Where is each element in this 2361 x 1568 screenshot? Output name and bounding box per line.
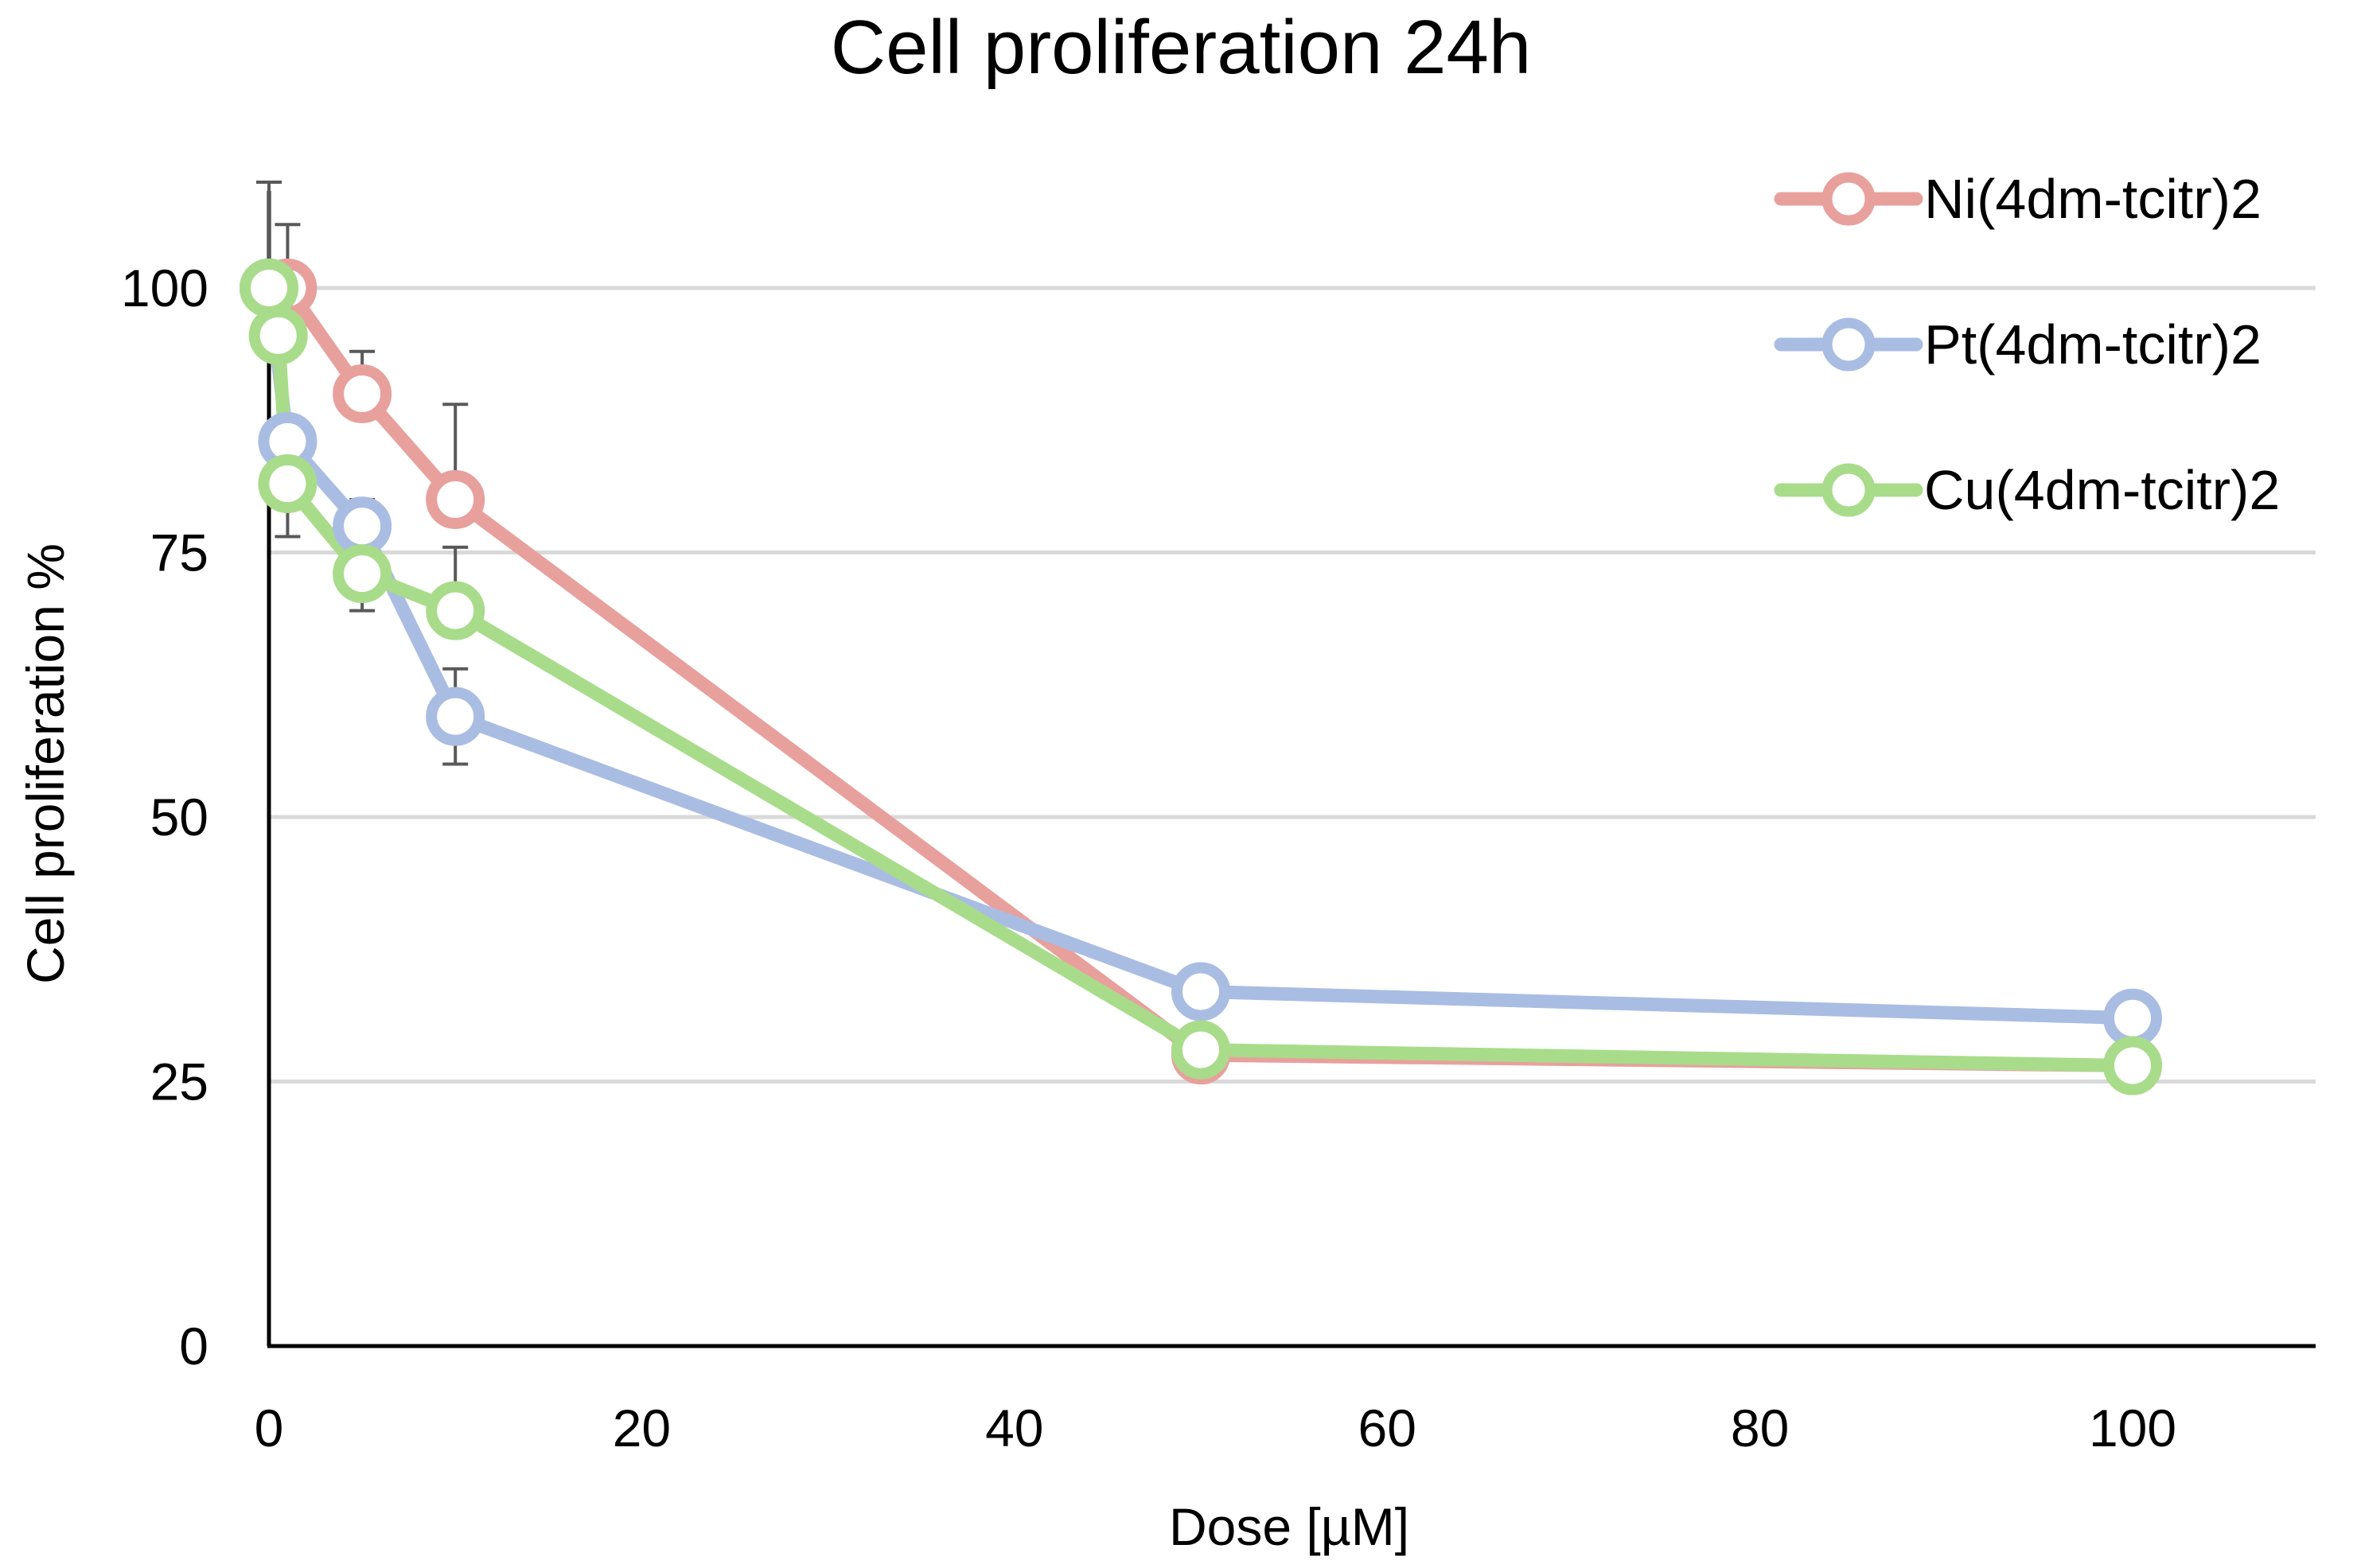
data-point-cu-2 — [258, 454, 318, 514]
data-point-cu-3 — [333, 544, 392, 604]
data-point-cu-1 — [248, 305, 308, 365]
legend-marker-ni — [1821, 172, 1876, 226]
data-point-cu-0 — [240, 259, 298, 317]
y-tick-label-75: 75 — [150, 523, 208, 582]
legend-label-cu: Cu(4dm-tcitr)2 — [1924, 459, 2280, 521]
legend-item-ni: Ni(4dm-tcitr)2 — [1774, 168, 2262, 230]
legend-marker-cu — [1821, 463, 1876, 517]
data-point-pt-2 — [333, 496, 392, 556]
data-point-cu-5 — [1171, 1020, 1230, 1080]
x-tick-label-0: 0 — [255, 1399, 284, 1457]
axes — [267, 191, 2316, 1348]
chart-title: Cell proliferation 24h — [831, 5, 1532, 90]
legend: Ni(4dm-tcitr)2 Pt(4dm-tcitr)2 Cu(4dm-tci… — [1774, 168, 2280, 521]
x-tick-label-20: 20 — [613, 1399, 671, 1457]
gridlines — [269, 286, 2316, 1084]
y-axis-label: Cell proliferation % — [16, 543, 75, 984]
legend-marker-pt — [1821, 317, 1876, 372]
data-point-cu-4 — [426, 581, 485, 640]
x-tick-label-100: 100 — [2089, 1399, 2176, 1457]
y-tick-label-0: 0 — [179, 1317, 208, 1375]
data-point-ni-3 — [426, 470, 485, 529]
legend-item-cu: Cu(4dm-tcitr)2 — [1774, 459, 2280, 521]
x-tick-label-80: 80 — [1731, 1399, 1789, 1457]
data-point-pt-4 — [1171, 962, 1230, 1021]
data-point-cu-6 — [2103, 1036, 2162, 1095]
legend-item-pt: Pt(4dm-tcitr)2 — [1774, 313, 2262, 375]
y-tick-label-50: 50 — [150, 788, 208, 846]
x-axis-label: Dose [µM] — [1169, 1497, 1409, 1556]
data-point-ni-2 — [333, 364, 392, 423]
legend-label-ni: Ni(4dm-tcitr)2 — [1924, 168, 2262, 230]
y-tick-label-100: 100 — [121, 259, 208, 317]
data-point-pt-5 — [2103, 988, 2162, 1048]
y-tick-label-25: 25 — [150, 1052, 208, 1111]
tick-labels: 0 25 50 75 100 0 20 40 60 80 100 — [121, 259, 2176, 1457]
series — [240, 259, 2162, 1095]
legend-label-pt: Pt(4dm-tcitr)2 — [1924, 313, 2262, 375]
x-tick-label-60: 60 — [1358, 1399, 1416, 1457]
data-point-pt-3 — [426, 687, 485, 746]
x-tick-label-40: 40 — [985, 1399, 1043, 1457]
